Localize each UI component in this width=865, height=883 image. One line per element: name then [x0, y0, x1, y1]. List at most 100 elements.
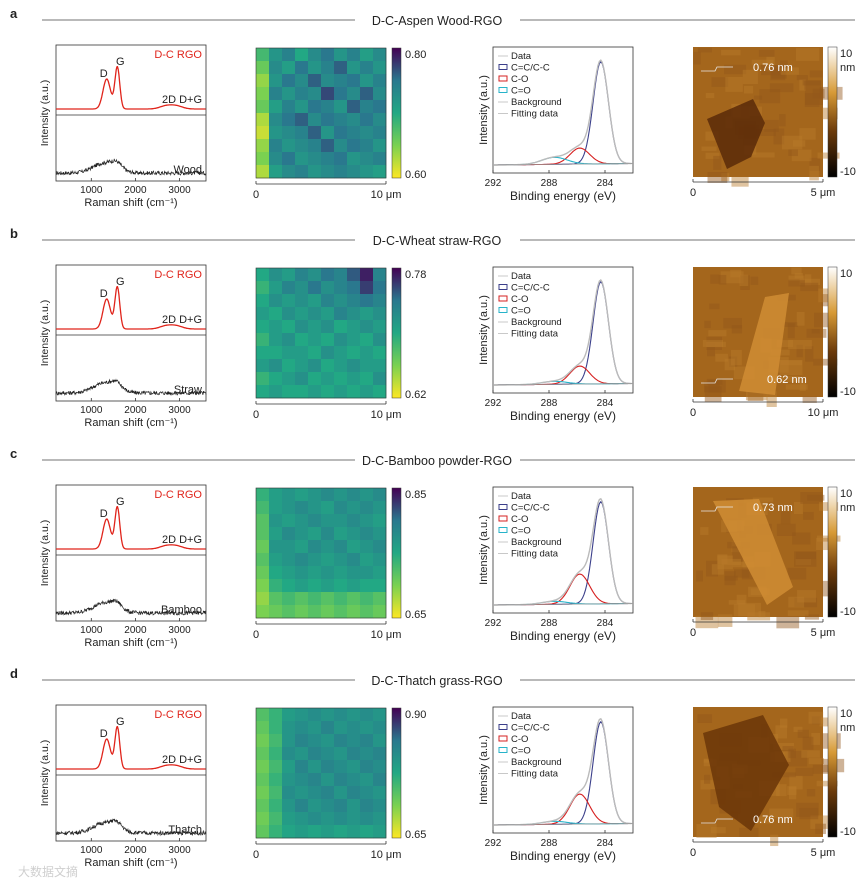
xps-ylabel: Intensity (a.u.): [478, 75, 490, 145]
xps-legend-swatch: [498, 87, 508, 93]
map-cell: [373, 48, 387, 62]
afm-texture: [780, 60, 788, 69]
map-cbar-min: 0.65: [405, 609, 426, 621]
map-cell: [373, 605, 387, 619]
afm-texture: [700, 612, 714, 621]
afm-texture: [780, 67, 799, 75]
afm-texture: [804, 614, 820, 620]
map-cell: [308, 87, 322, 101]
afm-texture: [756, 129, 776, 137]
map-cell: [360, 540, 374, 554]
map-cell: [282, 281, 296, 295]
xps-tick-label: 292: [485, 838, 502, 849]
map-cell: [308, 152, 322, 166]
map-cell: [308, 566, 322, 580]
xps-xlabel: Binding energy (eV): [510, 849, 616, 863]
afm-texture: [815, 823, 826, 835]
map-cell: [373, 87, 387, 101]
map-cell: [295, 281, 309, 295]
map-cell: [334, 320, 348, 334]
raman-peak-g: G: [116, 496, 125, 508]
raman-spectrum-raw: [55, 378, 207, 397]
afm-x0: 0: [690, 847, 696, 859]
map-cell: [321, 540, 335, 554]
map-cell: [295, 592, 309, 606]
map-cell: [295, 113, 309, 127]
afm-texture: [731, 541, 742, 553]
afm-texture: [758, 49, 775, 57]
afm-texture: [802, 396, 817, 403]
afm-texture: [758, 610, 766, 618]
map-cell: [373, 268, 387, 282]
map-cell: [347, 48, 361, 62]
map-cbar-max: 0.80: [405, 49, 426, 61]
map-frame: [255, 487, 387, 619]
map-cell: [334, 592, 348, 606]
raman-tick-label: 1000: [80, 185, 103, 196]
xps-background: [492, 823, 634, 826]
afm-image: 0.62 nm 10 -10 0 10 μm: [690, 266, 856, 419]
raman-plot: D-C RGO DG 2D D+G Wood Intensity (a.u.) 1000 2…: [39, 44, 207, 209]
map-cell: [282, 126, 296, 140]
afm-texture: [787, 567, 807, 580]
map-cell: [360, 359, 374, 373]
map-cell: [347, 592, 361, 606]
xps-tick-label: 288: [541, 398, 558, 409]
xps-co-peak: [493, 793, 632, 826]
map-cell: [256, 268, 270, 282]
map-cell: [295, 760, 309, 774]
map-cell: [269, 527, 283, 541]
afm-texture: [811, 329, 820, 334]
map-cell: [347, 268, 361, 282]
xps-tick-label: 292: [485, 178, 502, 189]
afm-texture: [702, 339, 724, 347]
map-cell: [321, 126, 335, 140]
afm-texture: [742, 69, 758, 85]
xps-legend-label: Data: [511, 711, 532, 722]
map-cell: [347, 799, 361, 813]
map-cell: [308, 553, 322, 567]
map-colorbar: [391, 487, 402, 619]
afm-texture: [710, 827, 726, 834]
map-cell: [282, 372, 296, 386]
afm-texture: [736, 594, 747, 605]
afm-x1: 10 μm: [808, 407, 839, 419]
map-cell: [321, 346, 335, 360]
afm-cbar-unit: nm: [840, 502, 855, 514]
afm-texture: [789, 775, 803, 790]
afm-texture: [748, 586, 767, 597]
map-frame: [255, 267, 387, 399]
xps-legend-label: C=C/C-C: [511, 503, 550, 514]
map-cell: [360, 566, 374, 580]
map-cell: [347, 74, 361, 88]
map-cell: [282, 165, 296, 179]
panel-letter: a: [10, 6, 18, 21]
afm-texture: [725, 77, 743, 92]
afm-texture: [795, 767, 814, 777]
raman-peak-d: D: [100, 288, 108, 300]
raman-tick-label: 3000: [168, 845, 191, 856]
afm-cbar-top: 10: [840, 488, 852, 500]
map-colorbar: [391, 707, 402, 839]
map-cell: [256, 87, 270, 101]
raman-spectrum-rgo: [56, 285, 206, 330]
afm-texture: [705, 560, 718, 577]
afm-texture: [792, 140, 806, 147]
xps-tick-label: 284: [597, 178, 614, 189]
raman-peak-2d: 2D D+G: [162, 754, 202, 766]
map-cell: [373, 514, 387, 528]
map-cell: [308, 74, 322, 88]
afm-colorbar: [827, 46, 838, 178]
map-cell: [282, 579, 296, 593]
map-cell: [295, 165, 309, 179]
map-cell: [373, 333, 387, 347]
map-cell: [282, 734, 296, 748]
raman-spectrum-raw: [55, 598, 207, 616]
raman-bottom-label: Wood: [173, 164, 202, 176]
xps-legend-swatch: [498, 515, 508, 522]
map-cell: [360, 320, 374, 334]
afm-texture: [809, 157, 821, 171]
map-cell: [308, 372, 322, 386]
map-cell: [282, 488, 296, 502]
